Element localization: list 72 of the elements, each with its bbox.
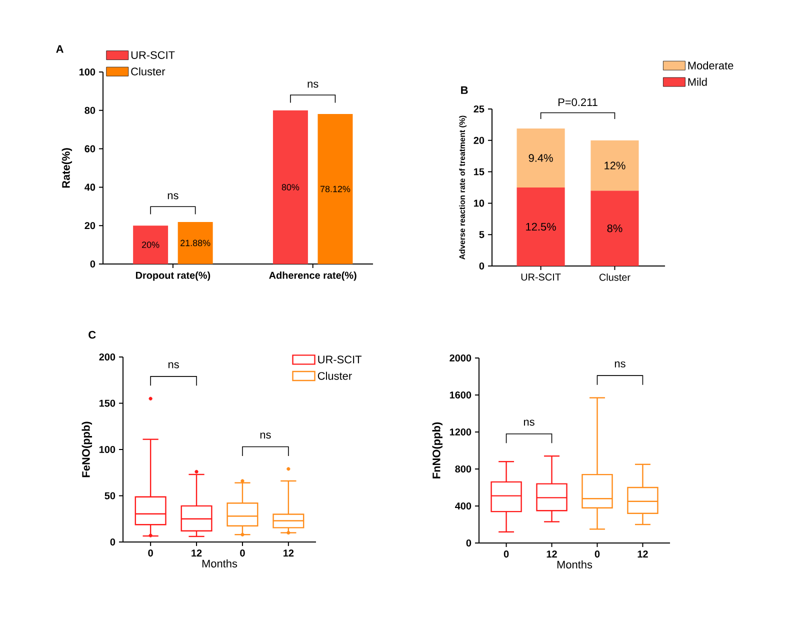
y-tick-label: 0 bbox=[110, 538, 116, 546]
y-tick-label: 20 bbox=[474, 136, 484, 144]
legend-label: Cluster bbox=[318, 372, 352, 380]
x-axis-title: Months bbox=[557, 560, 592, 568]
x-tick-label: UR-SCIT bbox=[521, 274, 561, 281]
annotation: ns bbox=[260, 432, 271, 439]
data-label: 21.88% bbox=[180, 240, 210, 246]
y-tick-label: 0 bbox=[479, 262, 484, 270]
legend-label: UR-SCIT bbox=[318, 356, 362, 364]
annotation: ns bbox=[168, 193, 178, 200]
annotation: ns bbox=[308, 82, 318, 88]
y-tick-label: 0 bbox=[466, 539, 472, 547]
y-tick-label: 2000 bbox=[450, 354, 472, 362]
y-tick-label: 1200 bbox=[450, 428, 472, 436]
x-tick-label: 12 bbox=[284, 550, 294, 556]
annotation: ns bbox=[614, 361, 626, 368]
chart-title: B bbox=[461, 86, 468, 94]
x-tick-label: Dropout rate(%) bbox=[136, 272, 210, 281]
y-tick-label: 50 bbox=[104, 492, 116, 500]
y-tick-label: 25 bbox=[474, 105, 484, 113]
x-tick-label: Adherence rate(%) bbox=[269, 272, 356, 281]
y-tick-label: 800 bbox=[455, 465, 472, 473]
y-tick-label: 60 bbox=[84, 145, 96, 152]
bar bbox=[272, 110, 308, 264]
chart-title: A bbox=[56, 45, 64, 53]
bar bbox=[516, 187, 565, 266]
legend-label: Mild bbox=[688, 78, 707, 86]
x-tick-label: Cluster bbox=[599, 274, 630, 281]
data-label: 78.12% bbox=[320, 186, 350, 192]
bar bbox=[318, 114, 353, 264]
x-tick-label: 12 bbox=[546, 550, 557, 558]
x-tick-label: 12 bbox=[192, 550, 202, 556]
y-tick-label: 10 bbox=[474, 200, 484, 207]
y-axis-title: Rate(%) bbox=[62, 148, 72, 188]
y-tick-label: 100 bbox=[79, 68, 96, 76]
bar bbox=[133, 226, 168, 264]
y-tick-label: 80 bbox=[84, 106, 96, 114]
y-tick-label: 200 bbox=[99, 353, 116, 361]
bar bbox=[178, 222, 213, 264]
y-tick-label: 150 bbox=[99, 400, 116, 407]
annotation: ns bbox=[524, 420, 534, 426]
x-axis-title: Months bbox=[202, 559, 238, 568]
y-axis-title: FeNO(ppb) bbox=[82, 422, 92, 478]
y-axis-title: FnNO(ppb) bbox=[432, 422, 442, 478]
y-tick-label: 40 bbox=[84, 184, 96, 191]
legend-label: Cluster bbox=[131, 67, 166, 76]
annotation: 12% bbox=[604, 162, 626, 170]
y-tick-label: 15 bbox=[474, 168, 484, 176]
y-tick-label: 100 bbox=[99, 446, 116, 454]
text: P=0.211 bbox=[558, 98, 598, 106]
data-label: 80% bbox=[282, 184, 300, 190]
x-tick-label: 0 bbox=[504, 550, 509, 558]
annotation: 8% bbox=[607, 224, 622, 232]
annotation: 9.4% bbox=[528, 154, 553, 162]
legend-label: UR-SCIT bbox=[131, 51, 175, 59]
annotation: 12.5% bbox=[526, 222, 556, 231]
x-tick-label: 12 bbox=[638, 550, 648, 558]
bar bbox=[516, 128, 565, 188]
bar bbox=[590, 140, 639, 191]
legend-label: Moderate bbox=[688, 61, 734, 70]
x-tick-label: 0 bbox=[240, 550, 245, 557]
x-tick-label: 0 bbox=[594, 550, 600, 558]
bar bbox=[590, 190, 639, 266]
y-tick-label: 1600 bbox=[450, 391, 472, 399]
y-tick-label: 400 bbox=[455, 502, 472, 510]
annotation: ns bbox=[168, 362, 179, 368]
y-tick-label: 20 bbox=[84, 222, 96, 230]
data-label: 20% bbox=[142, 242, 160, 248]
x-tick-label: 0 bbox=[148, 550, 153, 557]
y-tick-label: 0 bbox=[90, 260, 96, 268]
chart-title: C bbox=[88, 330, 96, 339]
y-tick-label: 5 bbox=[479, 231, 484, 238]
